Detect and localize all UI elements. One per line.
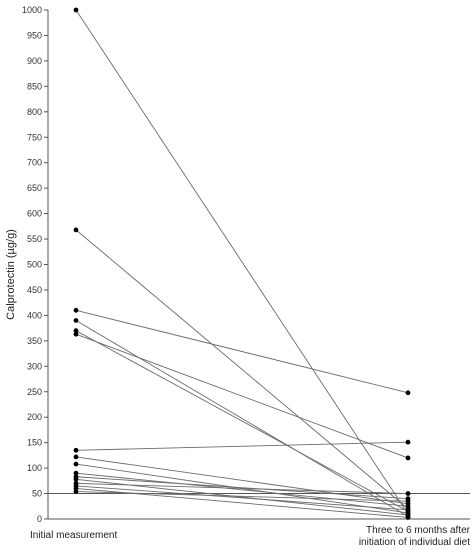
y-tick-label: 250 <box>27 387 42 397</box>
labels: 0 50 100 150 200 250 300 350 400 450 500 550 600 650 7… <box>5 5 471 548</box>
data-point <box>73 7 79 13</box>
series-line <box>75 485 409 511</box>
series-line <box>75 476 409 500</box>
y-tick-label: 650 <box>27 183 42 193</box>
data-point <box>405 498 411 504</box>
series-layer <box>73 7 411 520</box>
data-point <box>73 447 79 453</box>
data-point <box>405 491 411 496</box>
series-2 <box>73 227 411 512</box>
series-7 <box>73 439 411 453</box>
data-point <box>405 503 411 509</box>
y-tick-label: 300 <box>27 361 42 371</box>
y-axis-title: Calprotectin (µg/g) <box>5 229 17 320</box>
x-category-label: initiation of individual diet <box>359 537 470 548</box>
y-tick-label: 1000 <box>22 5 42 15</box>
series-line <box>75 229 409 510</box>
y-tick-label: 400 <box>27 310 42 320</box>
data-point <box>73 476 79 482</box>
y-tick-label: 150 <box>27 438 42 448</box>
y-tick-label: 600 <box>27 209 42 219</box>
series-line <box>75 482 409 494</box>
series-line <box>75 330 409 512</box>
series-line <box>75 320 409 517</box>
x-category-label: Initial measurement <box>30 530 117 541</box>
y-tick-label: 750 <box>27 132 42 142</box>
series-line <box>75 456 409 505</box>
y-tick-label: 950 <box>27 30 42 40</box>
data-point <box>73 461 79 467</box>
series-line <box>75 333 409 459</box>
series-14 <box>73 483 411 513</box>
series-10 <box>73 470 411 509</box>
y-tick-label: 550 <box>27 234 42 244</box>
y-tick-label: 200 <box>27 412 42 422</box>
data-point <box>73 489 79 494</box>
series-5 <box>73 328 411 514</box>
y-tick-label: 0 <box>37 514 42 524</box>
y-tick-label: 800 <box>27 107 42 117</box>
y-tick-label: 700 <box>27 158 42 168</box>
data-point <box>405 390 411 396</box>
y-tick-label: 450 <box>27 285 42 295</box>
data-point <box>73 328 79 334</box>
y-tick-label: 850 <box>27 81 42 91</box>
data-point <box>405 439 411 445</box>
data-point <box>73 470 79 476</box>
series-line <box>75 491 409 502</box>
data-point <box>405 507 411 513</box>
y-tick-label: 500 <box>27 260 42 270</box>
data-point <box>405 515 411 520</box>
series-line <box>75 472 409 507</box>
data-point <box>73 227 79 233</box>
y-tick-label: 100 <box>27 463 42 473</box>
series-15 <box>73 486 411 520</box>
series-line <box>75 309 409 394</box>
data-point <box>73 331 79 337</box>
y-tick-label: 350 <box>27 336 42 346</box>
y-tick-label: 50 <box>32 489 42 499</box>
x-category-label: Three to 6 months after <box>366 525 471 536</box>
series-line <box>75 441 409 451</box>
series-16 <box>73 489 411 504</box>
data-point <box>73 454 79 460</box>
series-6 <box>73 331 411 461</box>
series-3 <box>73 307 411 396</box>
data-point <box>73 307 79 313</box>
y-tick-label: 900 <box>27 56 42 66</box>
data-point <box>73 318 79 323</box>
data-point <box>405 455 411 461</box>
series-line <box>75 9 409 515</box>
